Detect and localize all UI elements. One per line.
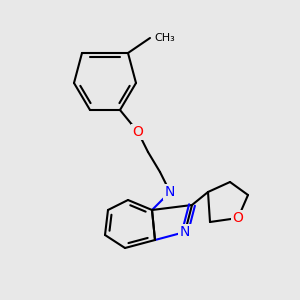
Text: N: N [165,185,175,199]
Text: O: O [232,211,243,225]
Text: N: N [180,225,190,239]
Text: O: O [133,125,143,139]
Text: CH₃: CH₃ [154,33,175,43]
Text: N: N [165,185,175,199]
